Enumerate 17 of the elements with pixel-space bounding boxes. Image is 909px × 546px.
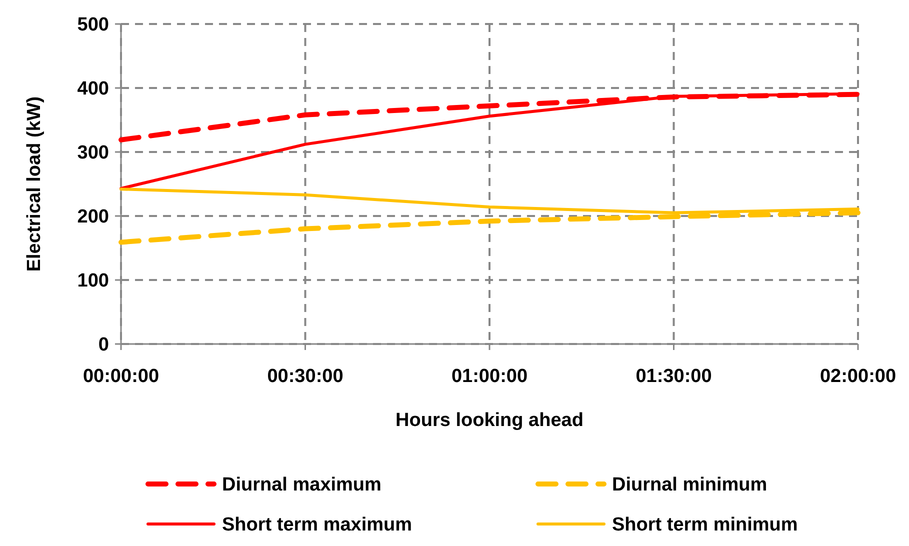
legend-label: Diurnal minimum (612, 474, 768, 496)
y-tick-label: 500 (77, 14, 109, 36)
y-axis-title: Electrical load (kW) (24, 96, 45, 272)
x-tick-label: 02:00:00 (820, 366, 896, 387)
x-tick-label: 00:00:00 (82, 366, 160, 387)
legend-label: Diurnal maximum (222, 474, 382, 496)
y-tick-label: 400 (77, 78, 109, 100)
x-tick-label: 00:30:00 (267, 366, 344, 387)
x-tick-label: 01:30:00 (636, 366, 712, 387)
y-tick-label: 0 (98, 334, 109, 356)
x-tick-label: 01:00:00 (451, 366, 528, 387)
y-tick-label: 300 (77, 142, 109, 164)
legend-label: Short term minimum (612, 514, 798, 536)
y-tick-label: 100 (77, 270, 109, 292)
y-tick-label: 200 (77, 206, 109, 228)
legend-label: Short term maximum (222, 514, 412, 536)
x-axis-title: Hours looking ahead (396, 410, 584, 431)
